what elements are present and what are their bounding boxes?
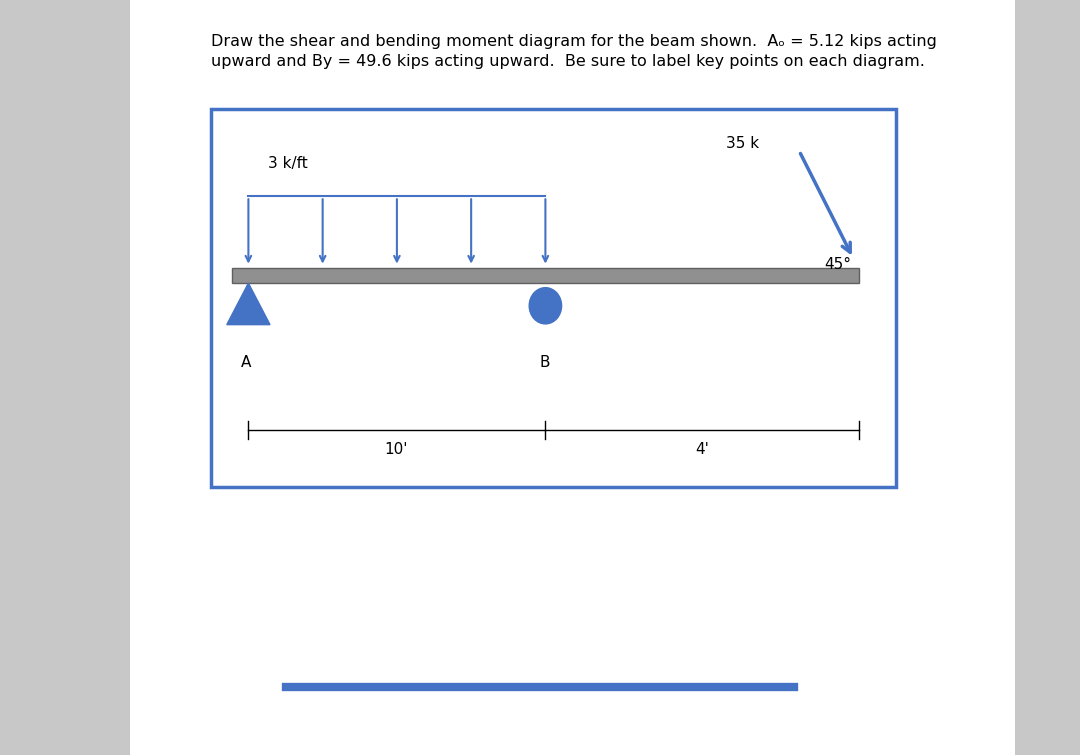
Text: B: B (539, 355, 550, 370)
Text: upward and By = 49.6 kips acting upward.  Be sure to label key points on each di: upward and By = 49.6 kips acting upward.… (211, 54, 924, 69)
Bar (0, 0, 130, 755)
Bar (1015, 0, 1080, 755)
Ellipse shape (529, 288, 562, 324)
Text: 45°: 45° (824, 257, 851, 272)
Text: 10': 10' (384, 442, 408, 457)
Text: Draw the shear and bending moment diagram for the beam shown.  Aₒ = 5.12 kips ac: Draw the shear and bending moment diagra… (211, 34, 936, 49)
Polygon shape (227, 283, 270, 325)
Text: A: A (241, 355, 252, 370)
Text: 35 k: 35 k (726, 136, 759, 151)
Bar (211, 109, 896, 487)
Text: 3 k/ft: 3 k/ft (268, 156, 308, 171)
Bar (232, 268, 859, 283)
Text: 4': 4' (696, 442, 708, 457)
